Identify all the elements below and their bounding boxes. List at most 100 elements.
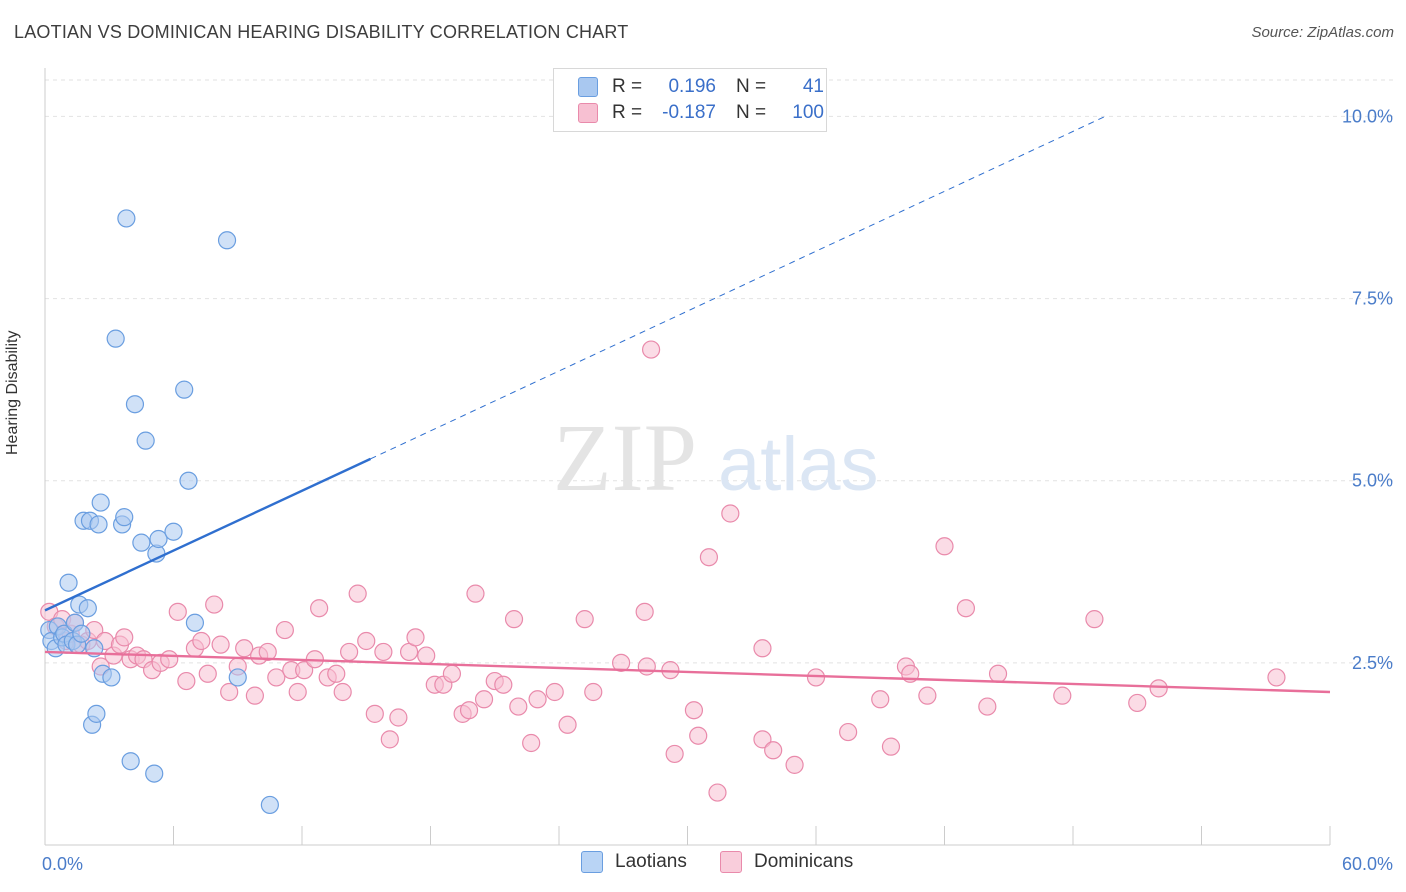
- laotians-point-18: [87, 704, 106, 723]
- legend-n-label: N =: [736, 102, 767, 123]
- dominicans-point-57: [459, 701, 479, 720]
- laotians-point-19: [89, 515, 108, 534]
- dominicans-point-63: [509, 697, 528, 716]
- laotians-point-39: [228, 668, 247, 687]
- watermark-atlas: atlas: [718, 422, 879, 507]
- laotians-point-30: [136, 431, 155, 450]
- y-tick-label-3: 10.0%: [1342, 106, 1393, 126]
- dominicans-point-93: [956, 599, 976, 618]
- axes: [44, 68, 1331, 846]
- legend-row-laotians: R = 0.196 N = 41: [578, 75, 824, 99]
- x-tick-label-1: 60.0%: [1342, 854, 1393, 874]
- watermark: ZIP atlas: [553, 404, 879, 511]
- legend-r-value-dominicans: -0.187: [662, 102, 716, 123]
- laotians-point-28: [125, 395, 145, 414]
- dominicans-point-83: [764, 741, 783, 760]
- series-swatch-laotians: [581, 851, 603, 873]
- dominicans-point-25: [205, 595, 224, 614]
- dominicans-point-33: [267, 668, 286, 687]
- dominicans-point-52: [417, 646, 436, 665]
- dominicans-point-79: [708, 783, 727, 802]
- laotians-point-36: [179, 471, 198, 490]
- dominicans-point-86: [839, 722, 858, 742]
- legend-n-value-dominicans: 100: [792, 102, 824, 123]
- laotians-point-38: [217, 231, 237, 250]
- dominicans-point-92: [935, 537, 954, 556]
- dominicans-point-37: [295, 661, 314, 680]
- dominicans-point-43: [340, 642, 359, 662]
- dominicans-point-88: [881, 737, 901, 756]
- dominicans-point-71: [635, 602, 654, 621]
- laotians-point-29: [132, 533, 151, 552]
- series-legend: Laotians Dominicans: [0, 851, 1406, 877]
- laotians-point-25: [115, 508, 134, 527]
- laotians-point-7: [59, 573, 78, 592]
- dominicans-point-49: [389, 708, 408, 727]
- laotians-point-23: [106, 329, 125, 348]
- dominicans-point-36: [288, 682, 307, 702]
- legend-r-value-laotians: 0.196: [668, 76, 716, 97]
- laotians-point-35: [175, 380, 194, 399]
- laotians-point-20: [91, 493, 110, 512]
- dominicans-point-87: [871, 690, 890, 709]
- dominicans-point-67: [558, 715, 577, 734]
- laotians-point-31: [145, 764, 164, 783]
- dominicans-point-76: [684, 701, 704, 720]
- dominicans-point-24: [198, 664, 217, 683]
- tick-labels: 2.5% 5.0% 7.5% 10.0% 0.0% 60.0%: [42, 106, 1393, 874]
- dominicans-point-21: [177, 671, 196, 691]
- laotians-trend-extension: [370, 115, 1106, 460]
- dominicans-point-96: [1053, 686, 1072, 705]
- dominicans-point-45: [357, 631, 376, 651]
- dominicans-point-66: [545, 682, 564, 702]
- series-label-laotians: Laotians: [615, 851, 687, 872]
- dominicans-point-41: [327, 664, 346, 683]
- series-swatch-dominicans: [720, 851, 742, 873]
- dominicans-point-55: [442, 664, 462, 683]
- dominicans-point-13: [115, 628, 134, 647]
- y-tick-label-2: 7.5%: [1352, 289, 1393, 309]
- dominicans-point-23: [192, 631, 211, 651]
- laotians-point-12: [72, 624, 91, 643]
- laotians-trend-line: [44, 457, 372, 612]
- dominicans-point-20: [168, 602, 187, 621]
- dominican-points: [40, 340, 1286, 802]
- series-legend-dominicans: Dominicans: [720, 851, 853, 873]
- watermark-zip: ZIP: [553, 404, 697, 511]
- legend-swatch-dominicans: [578, 103, 598, 123]
- x-tick-label-0: 0.0%: [42, 854, 83, 874]
- legend-r-label: R =: [612, 102, 643, 123]
- dominicans-point-59: [474, 690, 494, 709]
- dominicans-point-70: [612, 653, 631, 672]
- dominicans-point-85: [806, 668, 826, 687]
- dominicans-point-73: [641, 340, 661, 359]
- dominicans-point-82: [753, 730, 772, 749]
- dominicans-point-75: [665, 744, 684, 764]
- dominicans-point-97: [1085, 610, 1104, 629]
- laotians-point-14: [78, 599, 97, 618]
- dominicans-point-47: [374, 642, 393, 662]
- dominicans-point-61: [494, 675, 513, 694]
- dominicans-point-58: [466, 584, 485, 603]
- dominicans-point-69: [584, 682, 603, 702]
- legend-r-label: R =: [612, 76, 643, 97]
- dominicans-point-51: [406, 628, 425, 647]
- dominicans-point-48: [380, 730, 399, 749]
- dominicans-point-65: [528, 690, 547, 709]
- laotians-point-26: [117, 209, 136, 228]
- chart-title: LAOTIAN VS DOMINICAN HEARING DISABILITY …: [14, 22, 629, 42]
- laotians-point-33: [149, 529, 168, 549]
- dominicans-point-77: [689, 726, 708, 745]
- dominicans-point-72: [637, 657, 656, 676]
- dominicans-trend-line: [44, 650, 1331, 694]
- dominicans-point-68: [575, 610, 594, 629]
- dominicans-point-34: [275, 620, 294, 640]
- trend-lines: [44, 115, 1331, 694]
- dominicans-point-30: [245, 686, 264, 705]
- laotians-point-22: [102, 668, 121, 687]
- dominicans-point-27: [220, 682, 239, 702]
- dominicans-point-62: [504, 610, 524, 629]
- correlation-legend: R = 0.196 N = 41 R = -0.187 N = 100: [553, 68, 827, 132]
- grid-lines: [45, 79, 1393, 664]
